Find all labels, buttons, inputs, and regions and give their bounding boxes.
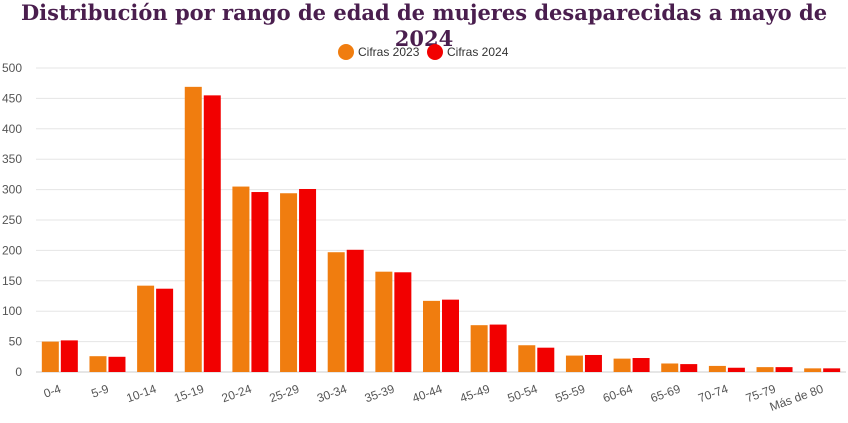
y-tick-label: 200 [2, 243, 22, 257]
legend: Cifras 2023 Cifras 2024 [338, 44, 509, 60]
bar-2023-60-64[interactable] [613, 358, 631, 372]
x-tick-label: 40-44 [410, 382, 444, 406]
x-tick-label: 30-34 [315, 382, 349, 406]
bar-2023-25-29[interactable] [280, 193, 298, 372]
x-tick-label: 55-59 [553, 382, 587, 406]
x-tick-label: 70-74 [696, 382, 730, 406]
bar-2023-70-74[interactable] [708, 365, 726, 372]
bar-2024-15-19[interactable] [203, 95, 221, 373]
bar-2023-más-de-80[interactable] [804, 368, 822, 372]
chart-title: Distribución por rango de edad de mujere… [20, 0, 828, 51]
y-tick-label: 400 [2, 122, 22, 136]
bar-2024-30-34[interactable] [346, 249, 364, 372]
bar-2024-70-74[interactable] [727, 367, 745, 372]
y-axis: 0 50 100 150 200 250 300 350 400 450 500 [2, 61, 22, 379]
bar-2023-30-34[interactable] [327, 252, 345, 372]
legend-item-2024[interactable]: Cifras 2024 [427, 44, 509, 60]
x-tick-label: 50-54 [506, 382, 540, 406]
bar-2024-60-64[interactable] [632, 358, 650, 372]
y-tick-label: 450 [2, 91, 22, 105]
bar-2024-20-24[interactable] [251, 192, 269, 372]
legend-label: Cifras 2023 [358, 45, 420, 59]
x-tick-label: Más de 80 [768, 382, 826, 414]
bar-2024-75-79[interactable] [775, 367, 793, 372]
bar-2023-0-4[interactable] [41, 341, 59, 372]
bar-2024-25-29[interactable] [299, 188, 317, 372]
bar-2024-65-69[interactable] [680, 364, 698, 372]
bar-2023-5-9[interactable] [89, 356, 107, 372]
x-tick-label: 45-49 [458, 382, 492, 406]
bar-2024-45-49[interactable] [489, 324, 507, 372]
bar-2023-75-79[interactable] [756, 367, 774, 372]
bar-2024-5-9[interactable] [108, 356, 126, 372]
y-tick-label: 150 [2, 274, 22, 288]
x-tick-label: 65-69 [649, 382, 683, 406]
x-tick-label: 20-24 [220, 382, 254, 406]
bar-2023-15-19[interactable] [184, 86, 202, 373]
bar-2024-0-4[interactable] [60, 340, 78, 372]
legend-item-2023[interactable]: Cifras 2023 [338, 44, 420, 60]
grid-lines [36, 67, 846, 373]
bars [41, 86, 841, 373]
bar-2023-40-44[interactable] [423, 300, 440, 372]
bar-2023-55-59[interactable] [565, 355, 583, 372]
bar-2024-55-59[interactable] [584, 354, 602, 372]
bar-2023-10-14[interactable] [137, 285, 155, 372]
bar-2023-50-54[interactable] [518, 345, 536, 372]
y-tick-label: 500 [2, 61, 22, 75]
x-axis: 0-4 5-9 10-14 15-19 20-24 25-29 30-34 35-39 40-4… [42, 382, 826, 414]
x-tick-label: 60-64 [601, 382, 635, 406]
x-tick-label: 15-19 [172, 382, 206, 406]
bar-2024-50-54[interactable] [537, 347, 555, 372]
x-tick-label: 5-9 [89, 382, 110, 401]
y-tick-label: 300 [2, 183, 22, 197]
bar-2023-35-39[interactable] [375, 271, 393, 372]
bar-2023-65-69[interactable] [661, 363, 679, 372]
bar-2023-20-24[interactable] [232, 186, 250, 372]
x-tick-label: 0-4 [42, 382, 63, 401]
x-tick-label: 25-29 [267, 382, 301, 406]
bar-2024-más-de-80[interactable] [823, 368, 841, 372]
legend-label: Cifras 2024 [447, 45, 509, 59]
x-tick-label: 35-39 [363, 382, 397, 406]
y-tick-label: 100 [2, 304, 22, 318]
bar-2023-45-49[interactable] [470, 325, 488, 372]
bar-2024-35-39[interactable] [394, 272, 412, 372]
y-tick-label: 0 [15, 365, 22, 379]
y-tick-label: 350 [2, 152, 22, 166]
bar-2024-10-14[interactable] [156, 288, 174, 372]
bar-2024-40-44[interactable] [442, 299, 459, 372]
y-tick-label: 50 [9, 335, 23, 349]
legend-swatch [427, 44, 443, 60]
legend-swatch [338, 44, 354, 60]
x-tick-label: 10-14 [125, 382, 159, 406]
y-tick-label: 250 [2, 213, 22, 227]
